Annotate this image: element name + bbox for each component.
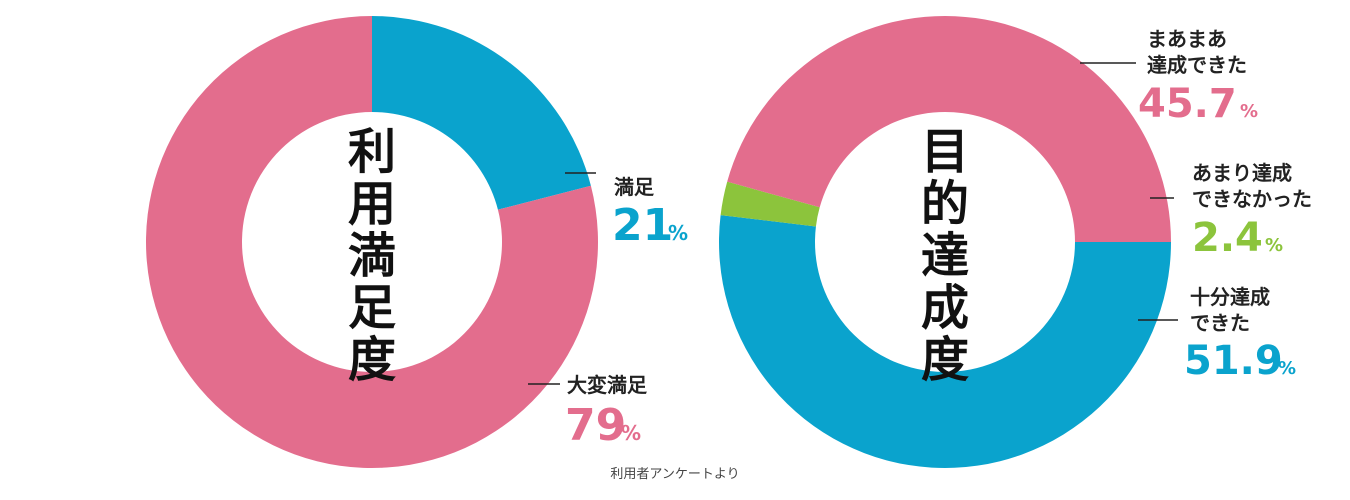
center-title-char: 目 [921, 124, 969, 180]
slice-not-achieved [720, 181, 820, 227]
slice-label-not-achieved-line1: あまり達成 [1192, 161, 1292, 185]
slice-label-fully-achieved-line2: できた [1190, 311, 1250, 335]
slice-somewhat-achieved [727, 15, 1171, 243]
slice-value-satisfied: 21 [612, 200, 673, 251]
slice-unit-somewhat-achieved: % [1240, 101, 1258, 122]
center-title-char: 成 [921, 280, 969, 336]
slice-unit-not-achieved: % [1265, 235, 1283, 256]
center-title-char: 度 [348, 332, 396, 388]
data-label-somewhat-achieved: まあまあ 達成できた 45.7 % [1138, 27, 1258, 127]
slice-label-somewhat-achieved-line2: 達成できた [1147, 53, 1247, 77]
center-title-char: 的 [921, 176, 969, 232]
slice-label-very-satisfied: 大変満足 [567, 373, 648, 397]
data-label-very-satisfied: 大変満足 79 % [565, 373, 648, 451]
slice-unit-very-satisfied: % [621, 421, 641, 445]
slice-label-not-achieved-line2: できなかった [1192, 187, 1312, 211]
center-title-char: 度 [921, 332, 969, 388]
center-title-char: 利 [348, 124, 396, 180]
center-title-char: 足 [348, 280, 396, 336]
center-title-char: 用 [348, 176, 396, 232]
slice-satisfied [372, 16, 591, 210]
slice-value-not-achieved: 2.4 [1192, 215, 1263, 261]
slice-value-fully-achieved: 51.9 [1184, 338, 1283, 384]
center-title-satisfaction: 利 用 満 足 度 [348, 124, 396, 388]
donut-chart-satisfaction: 利 用 満 足 度 満足 21 % 大変満足 79 % [146, 16, 688, 469]
slice-label-somewhat-achieved-line1: まあまあ [1147, 27, 1227, 51]
slice-label-satisfied: 満足 [614, 175, 655, 199]
slice-very-satisfied [146, 16, 599, 469]
slice-label-fully-achieved-line1: 十分達成 [1190, 285, 1270, 309]
center-title-char: 達 [921, 228, 969, 284]
donut-chart-achievement: 目 的 達 成 度 まあまあ 達成できた 45.7 % あまり達成 できなかった… [719, 15, 1312, 468]
data-label-satisfied: 満足 21 % [612, 175, 688, 251]
data-label-not-achieved: あまり達成 できなかった 2.4 % [1192, 161, 1312, 261]
data-label-fully-achieved: 十分達成 できた 51.9 % [1184, 285, 1296, 384]
slice-value-somewhat-achieved: 45.7 [1138, 81, 1237, 127]
center-title-char: 満 [348, 228, 396, 284]
slice-unit-fully-achieved: % [1278, 358, 1296, 379]
slice-fully-achieved [719, 215, 1171, 468]
center-title-achievement: 目 的 達 成 度 [921, 124, 969, 388]
slice-value-very-satisfied: 79 [565, 400, 626, 451]
slice-unit-satisfied: % [668, 221, 688, 245]
source-note: 利用者アンケートより [610, 467, 739, 482]
